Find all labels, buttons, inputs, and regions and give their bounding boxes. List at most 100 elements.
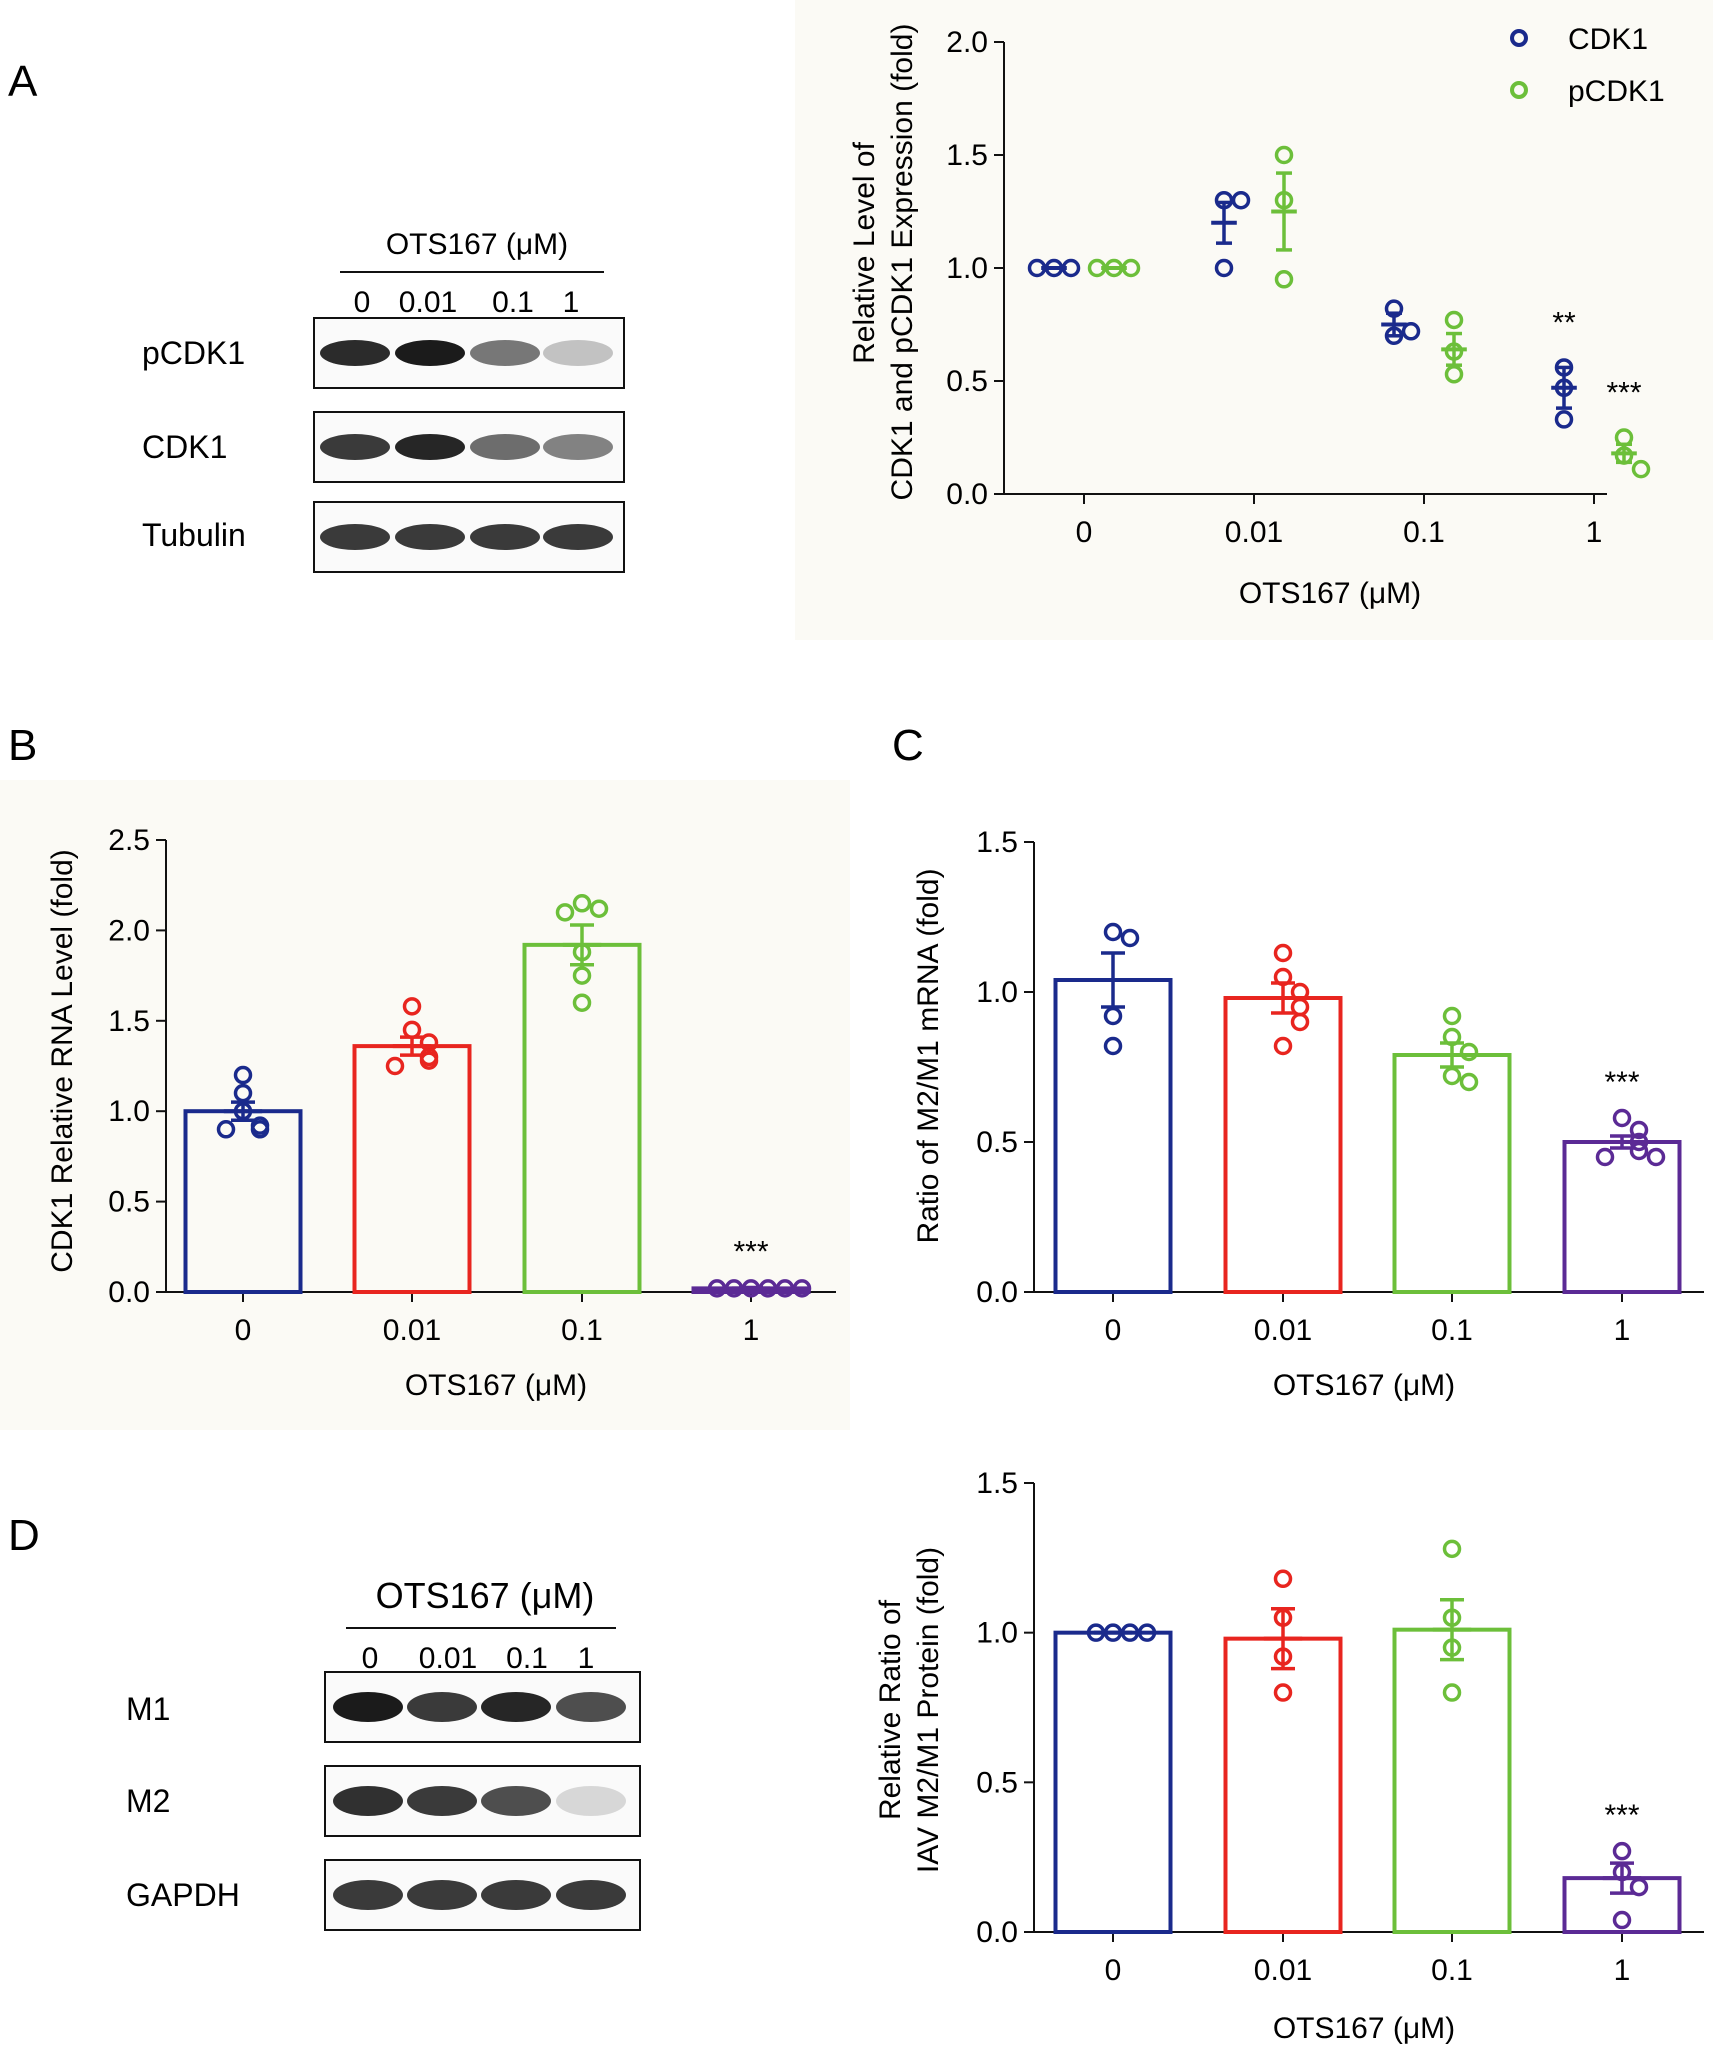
chart-a: 0.00.51.01.52.00 0.01 0.1 1***** Relative L… [848,23,1665,610]
panel-d-letter: D [8,1511,40,1560]
data-point [1442,1539,1462,1559]
chart-a-xlabel: OTS167 (μM) [1239,577,1421,610]
blot-a-title: OTS167 (μM) [386,228,568,261]
y-tick-label: 1.0 [976,1617,1018,1650]
y-tick-label: 2.0 [108,914,150,947]
data-point [1273,1036,1293,1056]
data-point [1646,1147,1666,1167]
data-point [419,1051,439,1070]
blot-band [320,434,390,460]
y-tick-label: 0.5 [108,1186,150,1219]
data-point [1612,1108,1632,1128]
blot-a-row-label: pCDK1 [142,335,245,371]
y-tick-label: 1.5 [108,1005,150,1038]
y-tick-label: 2.0 [946,26,988,59]
x-tick-label: 0 [1076,516,1093,549]
x-tick-label: 0 [1105,1954,1122,1987]
data-point [1442,1683,1462,1702]
legend-label-cdk1: CDK1 [1568,23,1648,56]
bar [1053,1630,1173,1934]
chart-d-plot: 0.0 0.5 1.0 1.5 0 0.01 0.1 1 *** [976,1467,1704,1987]
blot-band [481,1880,551,1910]
data-point [216,1120,236,1139]
y-tick-label: 1.5 [976,1467,1018,1500]
blot-d-lane-label: 1 [578,1642,595,1675]
bar [1053,978,1173,1294]
blot-band [320,340,390,366]
chart-a-legend: CDK1 pCDK1 [1510,23,1665,108]
panel-a-chart-bg [795,0,1713,640]
y-tick-label: 1.0 [976,976,1018,1009]
data-point [1103,1006,1123,1026]
y-tick-label: 0.5 [976,1766,1018,1799]
bar [1562,1140,1682,1294]
bar [1392,1627,1512,1934]
chart-d-ylabel-line2: IAV M2/M1 Protein (fold) [912,1547,945,1873]
blot-band [320,524,390,550]
data-point [1290,1012,1310,1032]
data-point [555,903,575,922]
blot-band [543,524,613,550]
data-point [1442,1066,1462,1086]
x-tick-label: 1 [1586,516,1603,549]
data-point [1631,459,1651,479]
data-point [1274,145,1294,165]
data-point [589,899,609,918]
data-point [1137,1623,1157,1642]
panel-a-letter: A [8,57,38,106]
y-tick-label: 0.5 [946,365,988,398]
chart-a-ylabel-line2: CDK1 and pCDK1 Expression (fold) [886,24,919,501]
blot-a-row-label: Tubulin [142,517,246,553]
legend-marker-cdk1 [1510,29,1528,47]
blot-a-row-label: CDK1 [142,429,227,465]
y-tick-label: 0.5 [976,1126,1018,1159]
blot-band [395,340,465,366]
significance-label: ** [1552,306,1576,339]
data-point [1401,322,1421,341]
blot-band [470,434,540,460]
significance-label: *** [733,1235,768,1268]
chart-b-xlabel: OTS167 (μM) [405,1369,587,1402]
data-point [1554,410,1574,429]
western-blot-a: OTS167 (μM) 0 0.01 0.1 1 pCDK1 CDK1 Tubu… [142,228,625,573]
blot-d-row-label: M1 [126,1691,170,1727]
x-tick-label: 0.01 [383,1314,441,1347]
x-tick-label: 0.1 [561,1314,603,1347]
blot-a-lane-label: 0.1 [492,286,534,319]
x-tick-label: 0 [1105,1314,1122,1347]
x-tick-label: 0.01 [1254,1314,1312,1347]
data-point [572,993,592,1012]
panel-b-letter: B [8,721,37,770]
blot-band [556,1692,626,1722]
bar [1392,1053,1512,1294]
chart-b-plot: 0.0 0.5 1.0 1.5 2.0 2.5 0 0.01 0.1 1 *** [108,824,836,1347]
blot-band [333,1880,403,1910]
data-point [707,1279,727,1298]
chart-a-plot: 0.00.51.01.52.00 0.01 0.1 1***** [946,26,1651,549]
y-tick-label: 1.5 [946,139,988,172]
data-point [1444,310,1464,330]
blot-band [481,1786,551,1816]
data-point [402,997,422,1016]
blot-band [556,1880,626,1910]
data-point [1629,1120,1649,1140]
blot-band [556,1786,626,1816]
y-tick-label: 1.5 [976,826,1018,859]
y-tick-label: 1.0 [946,252,988,285]
data-point [1612,1841,1632,1861]
blot-band [543,434,613,460]
blot-band [333,1692,403,1722]
x-tick-label: 1 [1614,1954,1631,1987]
blot-band [407,1786,477,1816]
blot-a-lane-label: 1 [563,286,580,319]
x-tick-label: 1 [1614,1314,1631,1347]
blot-band [407,1692,477,1722]
data-point [1120,928,1140,948]
x-tick-label: 0.01 [1254,1954,1312,1987]
chart-d: 0.0 0.5 1.0 1.5 0 0.01 0.1 1 *** Relative Ratio … [874,1467,1704,2045]
bar [1223,1636,1343,1934]
blot-d-lane-label: 0.1 [506,1642,548,1675]
chart-a-ylabel-line1: Relative Level of [848,141,881,363]
data-point [1103,1036,1123,1056]
